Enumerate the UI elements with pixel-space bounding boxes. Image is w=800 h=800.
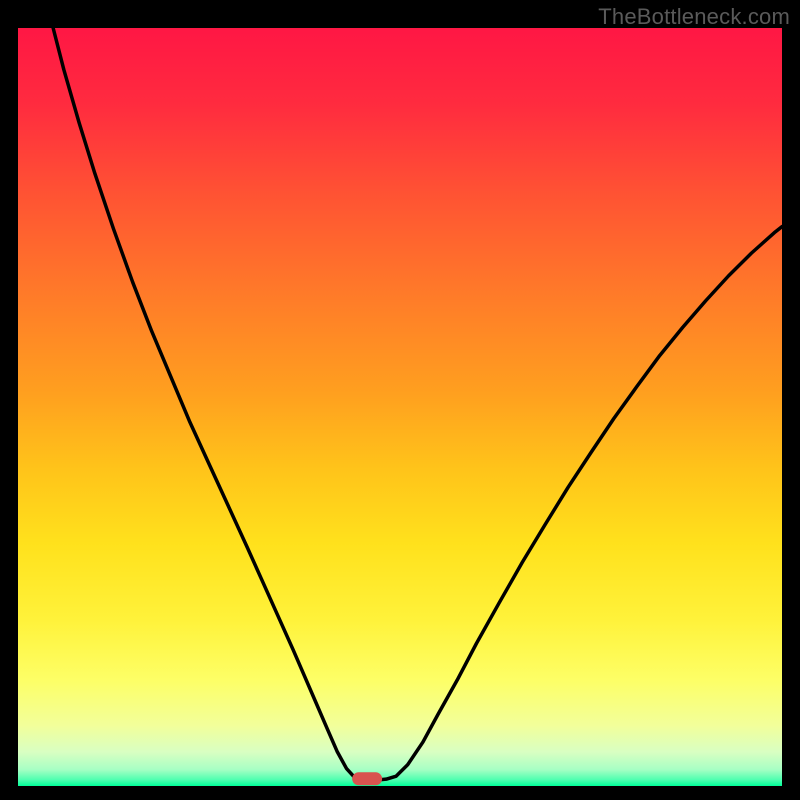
- plot-background: [18, 28, 782, 786]
- optimum-marker: [352, 772, 382, 785]
- watermark-text: TheBottleneck.com: [598, 4, 790, 30]
- bottleneck-chart: [0, 0, 800, 800]
- chart-container: TheBottleneck.com: [0, 0, 800, 800]
